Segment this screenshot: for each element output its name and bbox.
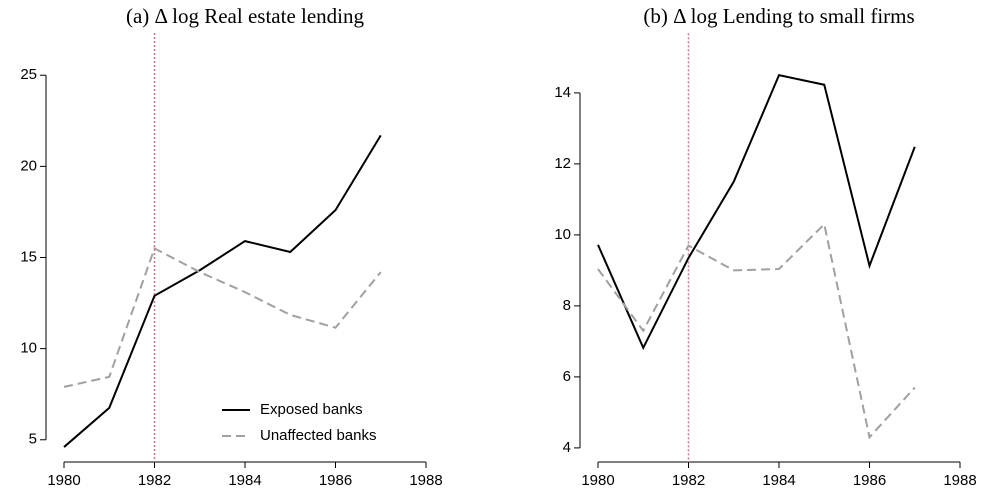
y-tick-label: 4 [563, 439, 571, 456]
y-tick-label: 15 [20, 248, 37, 265]
series-line [597, 222, 916, 440]
y-tick-label: 6 [563, 368, 571, 385]
x-tick-label: 1988 [943, 472, 976, 489]
x-tick-label: 1982 [138, 472, 171, 489]
x-tick-label: 1980 [47, 472, 80, 489]
y-tick-label: 8 [563, 297, 571, 314]
series-line [597, 74, 916, 351]
x-tick-label: 1984 [228, 472, 261, 489]
series-line [63, 134, 382, 448]
y-tick-label: 5 [29, 431, 37, 448]
chart-title: (a) Δ log Real estate lending [126, 4, 365, 28]
y-tick-label: 14 [554, 84, 571, 101]
chart-title: (b) Δ log Lending to small firms [643, 4, 914, 28]
x-tick-label: 1986 [319, 472, 352, 489]
legend-label: Unaffected banks [260, 427, 376, 444]
legend-label: Exposed banks [260, 401, 363, 418]
x-tick-label: 1986 [853, 472, 886, 489]
x-tick-label: 1980 [581, 472, 614, 489]
y-tick-label: 10 [554, 226, 571, 243]
series-line [63, 246, 382, 388]
y-tick-label: 20 [20, 157, 37, 174]
y-tick-label: 10 [20, 340, 37, 357]
y-tick-label: 12 [554, 155, 571, 172]
x-tick-label: 1982 [672, 472, 705, 489]
y-tick-label: 25 [20, 66, 37, 83]
x-tick-label: 1988 [409, 472, 442, 489]
x-tick-label: 1984 [762, 472, 795, 489]
